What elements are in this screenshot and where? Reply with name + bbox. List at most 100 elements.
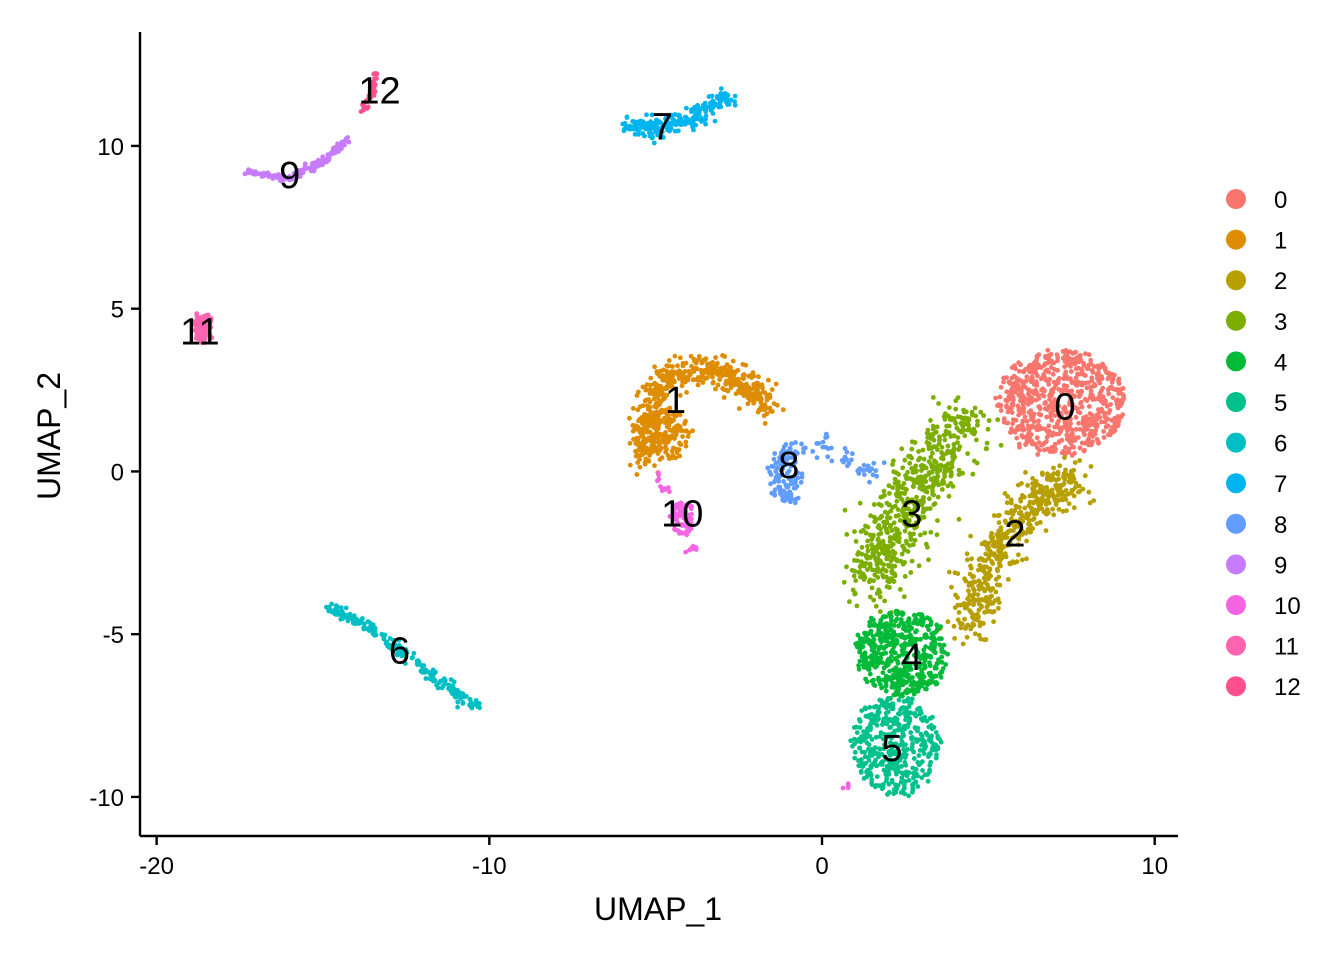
data-point: [879, 637, 885, 643]
data-point: [909, 512, 915, 518]
data-point: [950, 484, 956, 489]
data-point: [947, 468, 953, 474]
data-point: [1010, 511, 1016, 517]
data-point: [899, 632, 905, 638]
data-point: [1053, 502, 1059, 507]
data-point: [883, 673, 889, 679]
data-point: [929, 733, 934, 739]
data-point: [1071, 435, 1077, 441]
data-point: [1086, 404, 1092, 409]
data-point: [372, 625, 378, 631]
data-point: [729, 369, 735, 374]
data-point: [1063, 497, 1069, 502]
data-point: [992, 543, 997, 549]
data-point: [919, 462, 925, 468]
data-point: [1097, 380, 1103, 386]
data-point: [1039, 495, 1045, 501]
data-point: [1099, 394, 1105, 400]
data-point: [906, 618, 912, 623]
data-point: [1005, 530, 1010, 535]
data-point: [1016, 360, 1021, 366]
data-point: [423, 676, 429, 681]
data-point: [907, 667, 912, 672]
data-point: [1082, 473, 1088, 479]
data-point: [996, 553, 1002, 559]
data-point: [772, 451, 778, 456]
data-point: [902, 635, 908, 641]
data-point: [770, 464, 776, 470]
data-point: [1084, 385, 1090, 391]
data-point: [916, 449, 921, 454]
data-point: [957, 444, 963, 450]
data-point: [694, 366, 700, 372]
data-point: [1035, 392, 1041, 398]
data-point: [899, 446, 905, 452]
data-point: [690, 116, 695, 122]
data-point: [721, 395, 727, 400]
x-tick-label: -20: [139, 853, 174, 880]
data-point: [899, 551, 905, 557]
data-point: [857, 719, 863, 724]
data-point: [415, 660, 420, 665]
data-point: [994, 582, 1000, 588]
data-point: [882, 509, 888, 515]
data-point: [726, 371, 732, 377]
data-point: [327, 607, 333, 612]
data-point: [682, 369, 688, 374]
data-point: [1035, 452, 1041, 457]
data-point: [637, 453, 643, 458]
data-point: [893, 656, 898, 662]
data-point: [913, 616, 919, 622]
data-point: [1020, 424, 1025, 430]
data-point: [938, 674, 944, 680]
data-point: [756, 374, 761, 380]
data-point: [862, 630, 867, 636]
data-point: [244, 170, 250, 176]
data-point: [1049, 473, 1055, 478]
data-point: [859, 545, 865, 550]
data-point: [899, 754, 905, 760]
data-point: [964, 551, 970, 557]
data-point: [854, 730, 860, 735]
data-point: [901, 645, 907, 651]
data-point: [1042, 401, 1048, 406]
data-point: [1088, 388, 1094, 394]
legend-swatch: [1226, 310, 1246, 331]
data-point: [877, 620, 883, 626]
data-point: [1022, 414, 1028, 420]
data-point: [1040, 375, 1045, 380]
data-point: [864, 769, 869, 775]
data-point: [764, 411, 770, 417]
data-point: [1062, 419, 1068, 425]
data-point: [911, 531, 916, 537]
y-tick-label: -10: [89, 785, 124, 812]
data-point: [876, 704, 882, 710]
data-point: [876, 587, 882, 593]
data-point: [924, 653, 930, 658]
data-point: [725, 388, 731, 394]
data-point: [991, 513, 997, 518]
data-point: [852, 568, 858, 574]
data-point: [922, 664, 928, 670]
data-point: [930, 450, 935, 456]
data-point: [1115, 404, 1121, 410]
data-point: [924, 686, 929, 692]
data-point: [824, 431, 829, 437]
data-point: [1062, 470, 1068, 476]
data-point: [379, 631, 385, 637]
data-point: [867, 563, 873, 569]
data-point: [663, 433, 669, 439]
data-point: [829, 445, 834, 451]
data-point: [637, 464, 643, 470]
data-point: [901, 732, 906, 738]
data-point: [935, 744, 941, 750]
data-point: [1042, 361, 1048, 366]
data-point: [764, 394, 770, 399]
data-point: [1110, 395, 1116, 400]
data-point: [1055, 484, 1061, 490]
data-point: [1030, 476, 1035, 481]
data-point: [889, 779, 895, 785]
data-point: [1021, 494, 1027, 500]
data-point: [692, 358, 697, 364]
data-point: [887, 502, 892, 508]
